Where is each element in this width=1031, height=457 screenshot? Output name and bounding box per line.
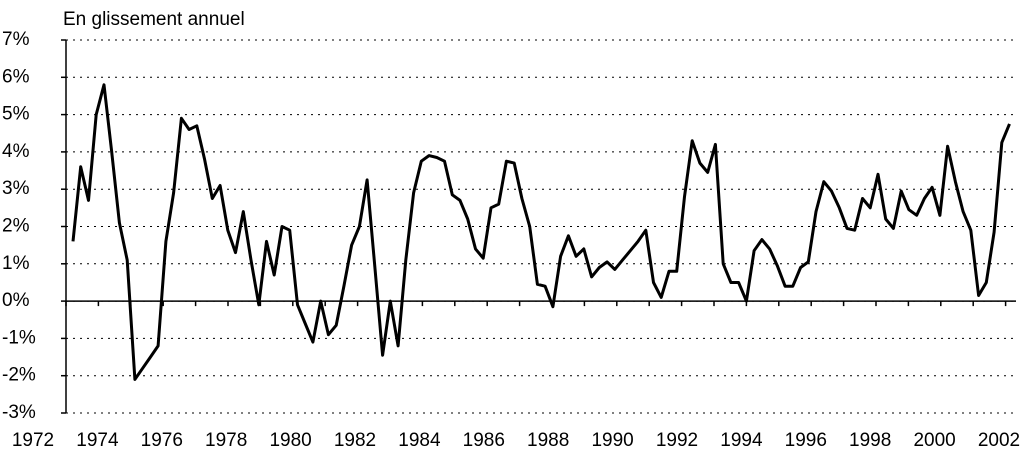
- y-tick-label: -1%: [2, 327, 36, 348]
- x-tick-label: 1994: [720, 430, 763, 451]
- y-tick-label: -2%: [2, 365, 36, 386]
- x-tick-label: 2002: [978, 430, 1020, 451]
- line-series: [71, 83, 1011, 381]
- y-tick-label: 4%: [2, 141, 30, 162]
- y-tick-label: 6%: [2, 66, 30, 87]
- y-tick-label: 2%: [2, 216, 30, 237]
- x-tick-label: 1972: [12, 430, 54, 451]
- x-tick-label: 1984: [398, 430, 441, 451]
- x-tick-label: 1988: [527, 430, 569, 451]
- y-tick-label: 0%: [2, 290, 30, 311]
- y-tick-label: 1%: [2, 253, 30, 274]
- axis-title: En glissement annuel: [63, 9, 245, 30]
- x-tick-label: 1992: [656, 430, 698, 451]
- x-tick-label: 1990: [591, 430, 633, 451]
- x-tick-label: 1996: [785, 430, 827, 451]
- x-tick-label: 2000: [913, 430, 955, 451]
- x-tick-label: 1980: [269, 430, 311, 451]
- x-tick-label: 1982: [334, 430, 376, 451]
- y-tick-label: -3%: [2, 402, 36, 423]
- x-tick-label: 1976: [141, 430, 183, 451]
- y-tick-label: 7%: [2, 29, 30, 50]
- x-tick-label: 1998: [849, 430, 891, 451]
- y-tick-label: 3%: [2, 178, 30, 199]
- y-tick-label: 5%: [2, 104, 30, 125]
- x-tick-label: 1986: [463, 430, 505, 451]
- x-tick-label: 1978: [205, 430, 247, 451]
- x-tick-label: 1974: [76, 430, 119, 451]
